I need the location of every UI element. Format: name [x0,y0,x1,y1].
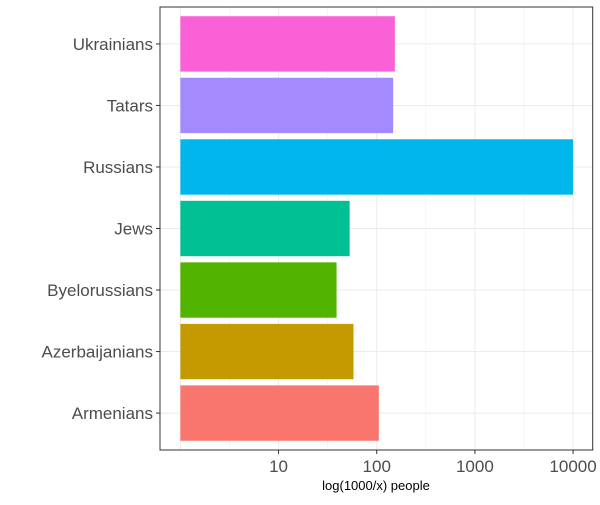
y-tick-label: Jews [114,220,153,239]
x-tick-label: 100 [363,457,391,476]
y-tick-label: Tatars [107,96,153,115]
y-tick-label: Azerbaijanians [41,343,153,362]
bar-azerbaijanians [180,323,354,380]
bar-jews [180,200,350,257]
bar-armenians [180,385,379,441]
y-tick-label: Byelorussians [47,281,153,300]
y-tick-label: Russians [83,158,153,177]
x-axis-label: log(1000/x) people [322,478,430,493]
bar-ukrainians [180,16,395,72]
bar-tatars [180,77,394,134]
y-tick-label: Armenians [72,404,153,423]
bar-byelorussians [180,262,337,318]
x-tick-label: 1000 [456,457,494,476]
y-tick-label: Ukrainians [73,35,153,54]
x-tick-label: 10000 [549,457,596,476]
bar-russians [180,139,574,195]
x-tick-label: 10 [269,457,288,476]
